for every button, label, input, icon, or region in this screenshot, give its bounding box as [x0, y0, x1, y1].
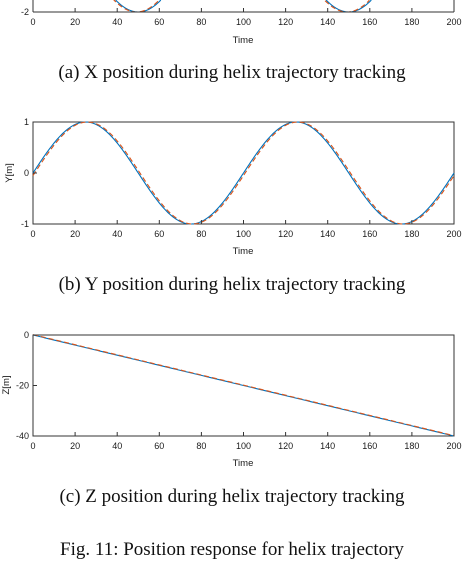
chart-y-xtick-label: 160 [362, 229, 377, 239]
chart-y-xtick-label: 200 [446, 229, 461, 239]
chart-z-xtick-label: 140 [320, 441, 335, 451]
chart-z-xtick-label: 20 [70, 441, 80, 451]
chart-z-ytick-label: -20 [16, 381, 29, 391]
chart-y-xticks: 0 20 40 60 80 100 120 140 160 180 200 [30, 220, 462, 239]
chart-x-xtick-label: 200 [446, 17, 461, 27]
chart-x-xtick-label: 0 [30, 17, 35, 27]
chart-z-xtick-label: 120 [278, 441, 293, 451]
chart-z-series [32, 334, 455, 437]
chart-z-xtick-label: 80 [196, 441, 206, 451]
chart-y-ylabel: Y[m] [4, 163, 15, 183]
chart-y-yticks: -1 0 1 [21, 117, 37, 229]
chart-z-xtick-label: 180 [404, 441, 419, 451]
chart-x-xtick-label: 120 [278, 17, 293, 27]
chart-y-ytick-label: 1 [24, 117, 29, 127]
chart-z-xtick-label: 160 [362, 441, 377, 451]
caption-c: (c) Z position during helix trajectory t… [59, 486, 405, 507]
chart-x-xtick-label: 140 [320, 17, 335, 27]
chart-x-ytick: -2 [21, 7, 29, 17]
chart-z-ylabel: Z[m] [1, 376, 12, 395]
chart-y-xtick-label: 60 [154, 229, 164, 239]
chart-z: 0 20 40 60 80 100 120 140 160 180 200 -40 -20 0 Time… [1, 330, 462, 469]
chart-y-series [32, 121, 455, 225]
caption-b: (b) Y position during helix trajectory t… [59, 274, 406, 295]
figure-caption: Fig. 11: Position response for helix tra… [60, 539, 404, 560]
chart-z-ytick-label: 0 [24, 330, 29, 340]
chart-x-xtick-label: 80 [196, 17, 206, 27]
chart-x-xtick-label: 180 [404, 17, 419, 27]
chart-y-xtick-label: 0 [30, 229, 35, 239]
chart-y-xtick-label: 20 [70, 229, 80, 239]
chart-y-xlabel: Time [233, 246, 254, 257]
chart-y-line-reference [32, 121, 455, 225]
chart-y-ytick-label: 0 [24, 168, 29, 178]
chart-y-xtick-label: 180 [404, 229, 419, 239]
chart-y: 0 20 40 60 80 100 120 140 160 180 200 -101 Time Y[… [4, 117, 462, 257]
chart-y-xtick-label: 40 [112, 229, 122, 239]
caption-a: (a) X position during helix trajectory t… [58, 62, 406, 83]
chart-z-xtick-label: 40 [112, 441, 122, 451]
chart-y-xtick-label: 100 [236, 229, 251, 239]
chart-z-ytick-label: -40 [16, 431, 29, 441]
chart-x-xtick-label: 60 [154, 17, 164, 27]
chart-x-xtick-label: 40 [112, 17, 122, 27]
chart-x-xtick-label: 20 [70, 17, 80, 27]
chart-z-xlabel: Time [233, 458, 254, 469]
chart-y-xtick-label: 140 [320, 229, 335, 239]
chart-z-xtick-label: 200 [446, 441, 461, 451]
chart-z-xtick-label: 60 [154, 441, 164, 451]
chart-x-xtick-label: 100 [236, 17, 251, 27]
chart-x-xticks: 0 20 40 60 80 100 120 140 160 180 200 [30, 8, 462, 27]
chart-z-xtick-label: 100 [236, 441, 251, 451]
chart-z-yticks: -40 -20 0 [16, 330, 37, 441]
chart-y-ytick-label: -1 [21, 219, 29, 229]
chart-y-line-actual [32, 121, 455, 225]
chart-y-xtick-label: 80 [196, 229, 206, 239]
chart-z-xticks: 0 20 40 60 80 100 120 140 160 180 200 [30, 432, 462, 451]
chart-y-xtick-label: 120 [278, 229, 293, 239]
chart-x-xlabel: Time [233, 35, 254, 46]
chart-x-xtick-label: 160 [362, 17, 377, 27]
chart-z-xtick-label: 0 [30, 441, 35, 451]
chart-z-line-reference [32, 334, 455, 437]
chart-x: 0 20 40 60 80 100 120 140 160 180 200 -2 Time [21, 0, 462, 46]
